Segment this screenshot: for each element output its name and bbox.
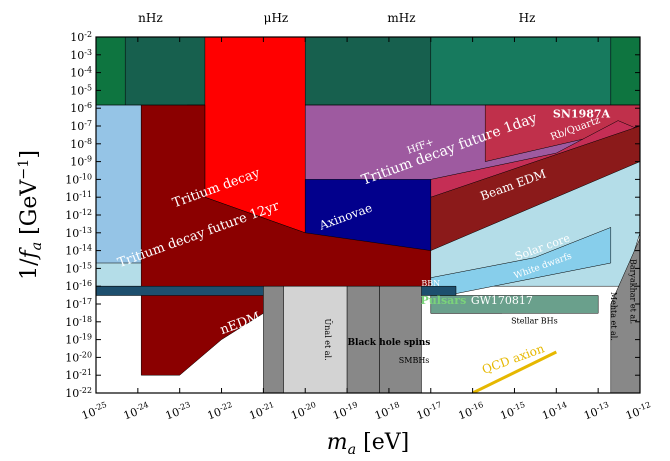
frequency-axis: nHz μHz mHz Hz — [138, 11, 535, 25]
x-tick-label: 10-15 — [498, 400, 528, 422]
frequency-label-mhz: mHz — [387, 11, 415, 25]
label-baryakhar-et-al: Baryakhar et al. — [629, 259, 638, 324]
frequency-label-hz: Hz — [519, 11, 536, 25]
region-unnamed-3 — [430, 37, 612, 106]
x-axis-ticks: 10-25 10-24 10-23 10-22 10-21 10-20 10-19 10-18… — [80, 37, 654, 422]
y-tick-label: 10-15 — [65, 261, 92, 275]
y-tick-label: 10-21 — [65, 368, 92, 382]
label-bbn: BBN — [421, 279, 440, 288]
label-nal-et-al: Ünal et al. — [323, 319, 332, 361]
x-tick-label: 10-25 — [80, 400, 110, 422]
y-tick-label: 10-17 — [65, 297, 92, 311]
label-smbhs: SMBHs — [399, 356, 430, 365]
frequency-label-hz: μHz — [264, 11, 289, 25]
y-axis-label: 1/fa [GeV−1] — [16, 150, 45, 280]
region-black-hole-spins — [263, 285, 284, 393]
y-tick-label: 10-9 — [70, 155, 92, 169]
y-tick-label: 10-20 — [65, 350, 92, 364]
theory-lines — [471, 350, 557, 393]
y-tick-label: 10-3 — [70, 48, 92, 62]
x-tick-label: 10-12 — [624, 400, 654, 422]
y-tick-label: 10-12 — [65, 208, 92, 222]
x-tick-label: 10-24 — [122, 400, 152, 422]
x-axis-label: ma [eV] — [327, 430, 409, 458]
x-tick-label: 10-16 — [456, 400, 486, 422]
y-tick-label: 10-4 — [70, 66, 92, 80]
y-tick-label: 10-6 — [70, 101, 92, 115]
label-mehta-et-al: Mehta et al. — [609, 292, 618, 341]
y-tick-label: 10-8 — [70, 137, 92, 151]
label-black-hole-spins: Black hole spins — [347, 338, 430, 348]
label-pulsars: Pulsars — [421, 294, 467, 307]
label-gw170817: GW170817 — [471, 294, 533, 307]
region-hff — [484, 104, 640, 162]
y-tick-label: 10-10 — [65, 172, 92, 186]
label-stellar-bhs: Stellar BHs — [511, 317, 558, 326]
x-tick-label: 10-22 — [205, 400, 235, 422]
y-tick-label: 10-19 — [65, 333, 92, 347]
y-axis-ticks: 10-2 10-3 10-4 10-5 10-6 10-7 10-8 10-9 10-10 10-… — [65, 30, 640, 400]
region-gw170817 — [430, 295, 599, 314]
region-unnamed-1 — [96, 37, 126, 106]
x-tick-label: 10-13 — [582, 400, 612, 422]
y-tick-label: 10-18 — [65, 315, 92, 329]
y-tick-label: 10-16 — [65, 279, 92, 293]
x-tick-label: 10-23 — [163, 400, 193, 422]
x-tick-label: 10-18 — [373, 400, 403, 422]
y-tick-label: 10-22 — [65, 386, 92, 400]
region-unnamed-5 — [96, 104, 142, 264]
y-tick-label: 10-14 — [65, 244, 92, 258]
y-tick-label: 10-5 — [70, 83, 92, 97]
line-qcd-axion — [471, 350, 557, 393]
y-tick-label: 10-7 — [70, 119, 92, 133]
x-tick-label: 10-14 — [540, 400, 570, 422]
x-tick-label: 10-19 — [331, 400, 361, 422]
x-tick-label: 10-17 — [414, 400, 444, 422]
x-tick-label: 10-21 — [247, 400, 277, 422]
y-tick-label: 10-13 — [65, 226, 92, 240]
label-sn1987a: SN1987A — [553, 108, 611, 121]
region-nal-et-al — [283, 285, 348, 393]
region-smbhs — [379, 285, 422, 393]
region-baryakhar-et-al — [610, 238, 640, 393]
exclusion-regions — [96, 37, 640, 393]
frequency-label-nhz: nHz — [138, 11, 163, 25]
y-tick-label: 10-2 — [70, 30, 92, 44]
x-tick-label: 10-20 — [289, 400, 319, 422]
y-tick-label: 10-11 — [65, 190, 92, 204]
region-unnamed-2 — [610, 37, 640, 106]
